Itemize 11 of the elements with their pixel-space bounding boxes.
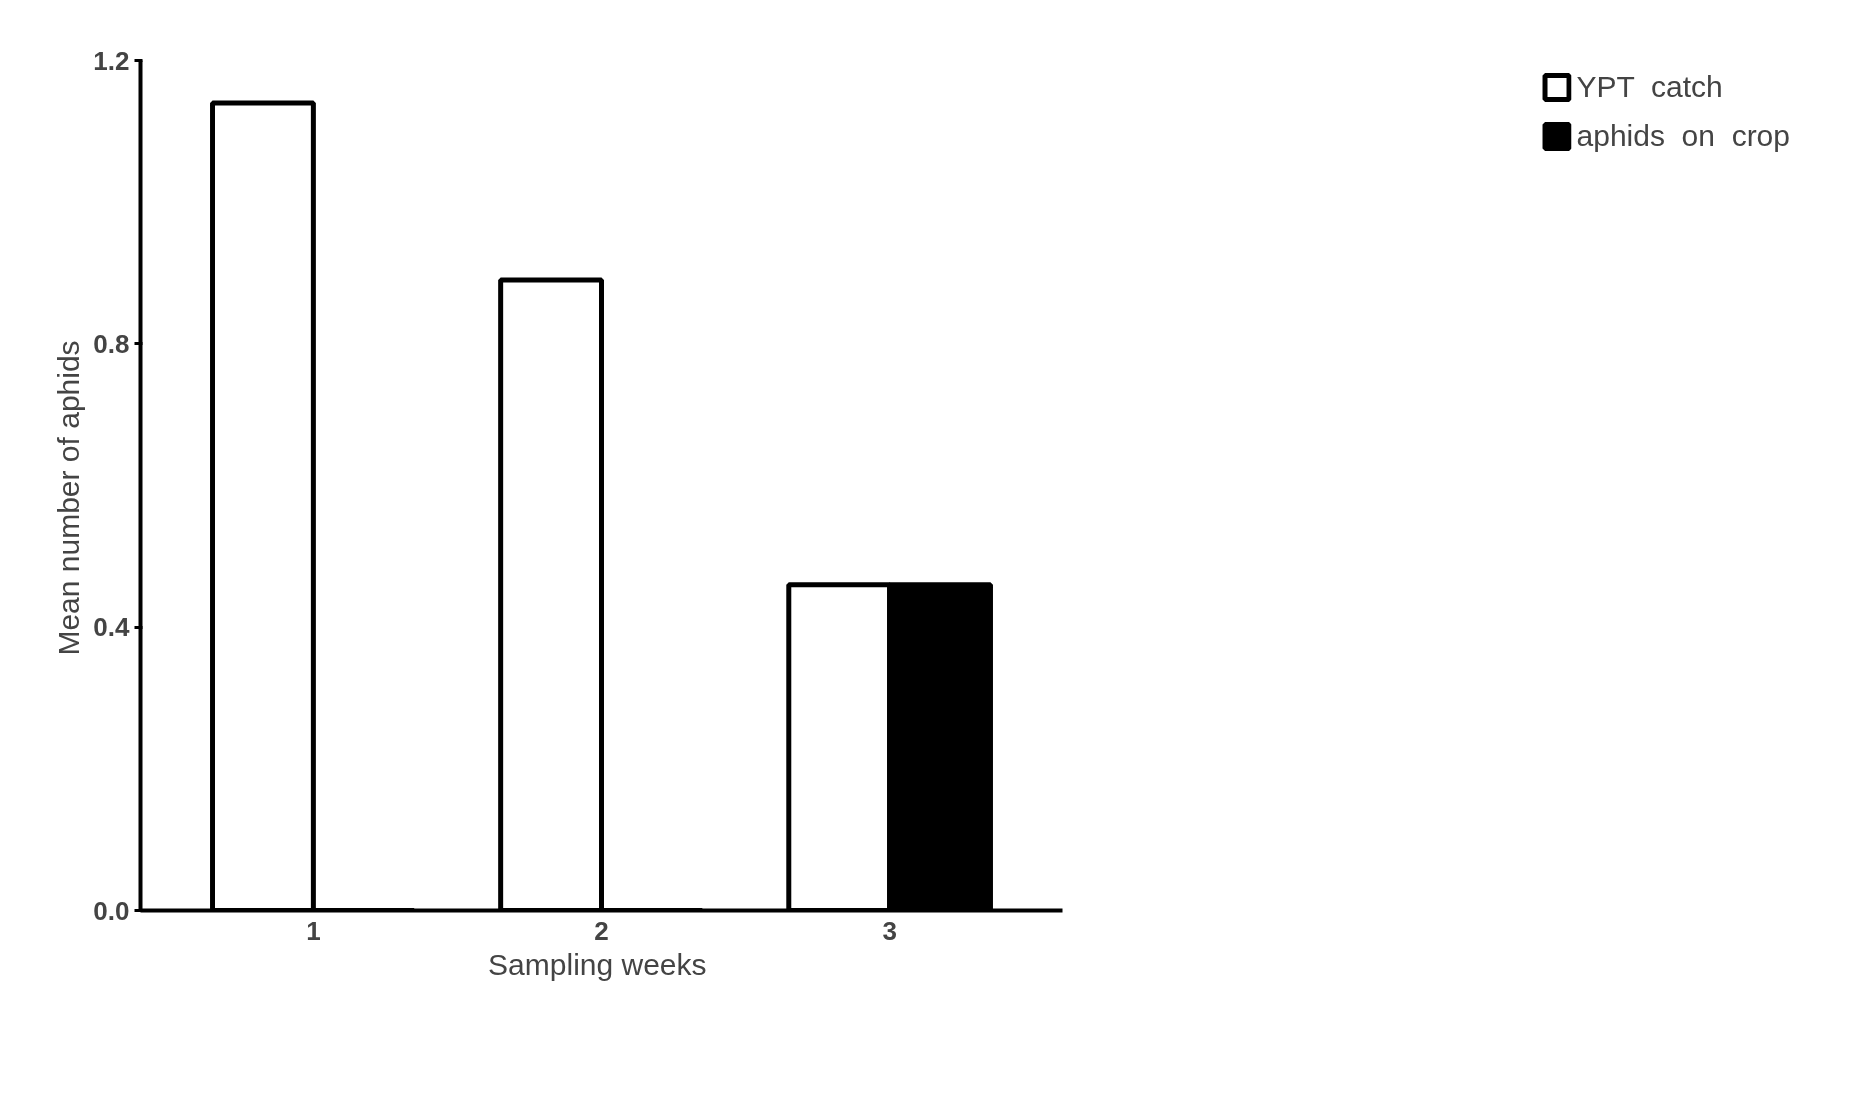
legend-label: aphids on crop: [1576, 119, 1790, 153]
legend-label: YPT catch: [1576, 70, 1723, 104]
y-tick-label: 0.4: [93, 612, 131, 643]
y-tick-label: 0.0: [93, 895, 130, 926]
y-axis-title: Mean number of aphids: [52, 340, 86, 656]
x-tick-label: 3: [882, 915, 897, 946]
y-tick-label: 0.8: [93, 328, 130, 359]
x-axis-title: Sampling weeks: [488, 947, 707, 981]
y-tick-label: 1.2: [93, 45, 130, 76]
x-tick-label: 2: [594, 915, 609, 946]
x-tick-label: 1: [306, 915, 321, 946]
